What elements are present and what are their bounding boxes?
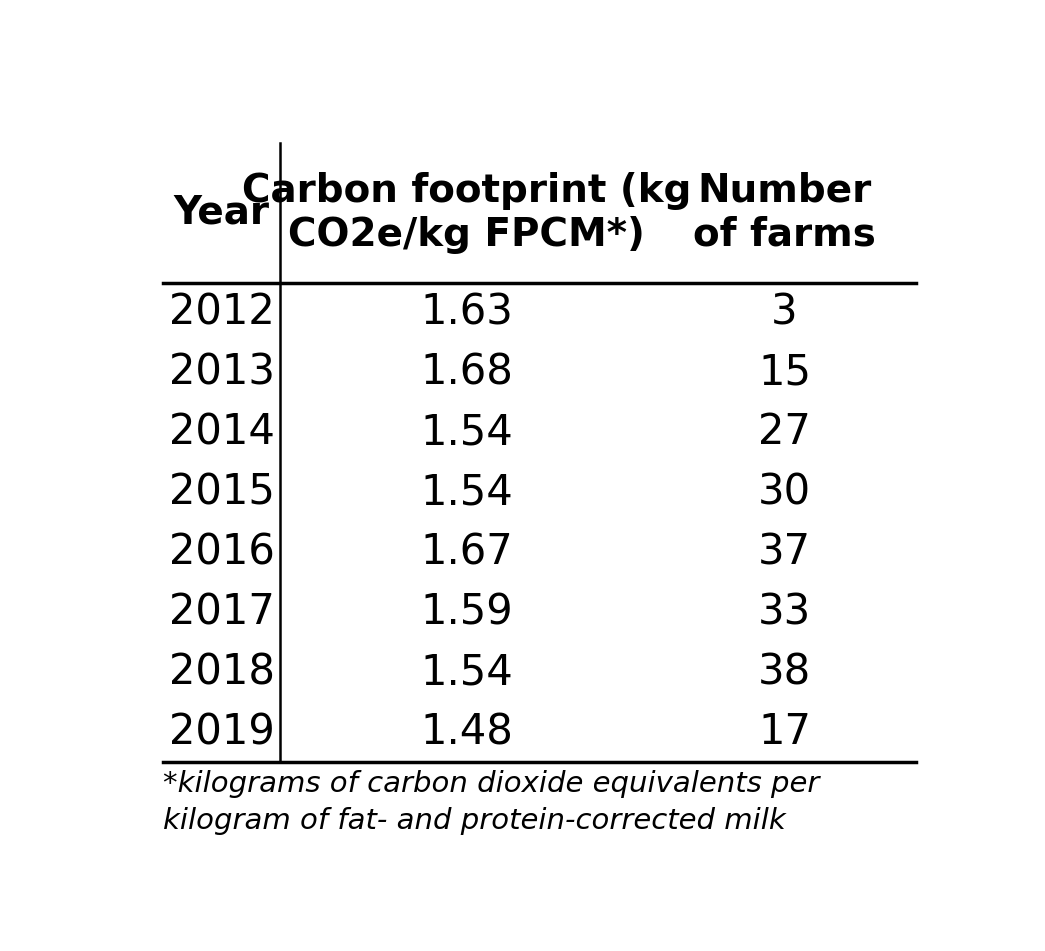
Text: 1.54: 1.54 [420, 412, 513, 454]
Text: 2012: 2012 [169, 292, 275, 334]
Text: kilogram of fat- and protein-corrected milk: kilogram of fat- and protein-corrected m… [163, 806, 786, 835]
Text: 1.68: 1.68 [420, 352, 513, 394]
Text: Number
of farms: Number of farms [693, 172, 876, 254]
Text: 38: 38 [758, 651, 811, 693]
Text: 17: 17 [759, 711, 811, 753]
Text: 1.63: 1.63 [420, 292, 513, 334]
Text: Year: Year [173, 194, 270, 232]
Text: 2013: 2013 [168, 352, 275, 394]
Text: 2018: 2018 [168, 651, 275, 693]
Text: 1.48: 1.48 [420, 711, 513, 753]
Text: 15: 15 [758, 352, 811, 394]
Text: 2019: 2019 [169, 711, 275, 753]
Text: 2016: 2016 [169, 532, 275, 573]
Text: 27: 27 [759, 412, 811, 454]
Text: 2017: 2017 [169, 592, 275, 633]
Text: 2014: 2014 [169, 412, 275, 454]
Text: 37: 37 [758, 532, 811, 573]
Text: 1.67: 1.67 [420, 532, 513, 573]
Text: *kilograms of carbon dioxide equivalents per: *kilograms of carbon dioxide equivalents… [163, 770, 819, 798]
Text: 1.54: 1.54 [420, 472, 513, 514]
Text: 2015: 2015 [169, 472, 275, 514]
Text: 33: 33 [758, 592, 811, 633]
Text: 3: 3 [771, 292, 798, 334]
Text: 1.59: 1.59 [420, 592, 513, 633]
Text: 30: 30 [758, 472, 811, 514]
Text: Carbon footprint (kg
CO2e/kg FPCM*): Carbon footprint (kg CO2e/kg FPCM*) [242, 172, 692, 254]
Text: 1.54: 1.54 [420, 651, 513, 693]
